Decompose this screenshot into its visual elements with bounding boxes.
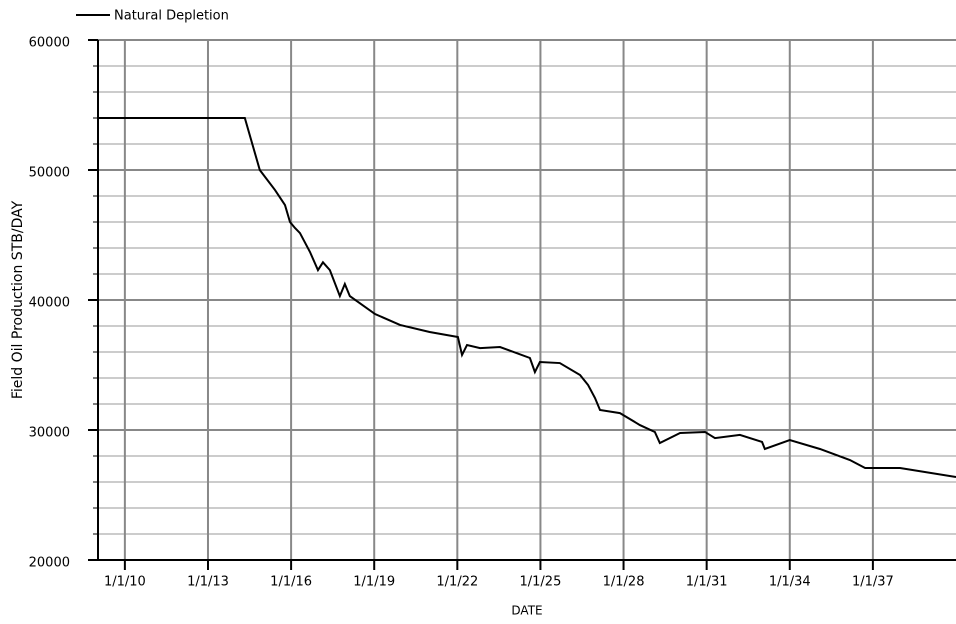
x-tick-label: 1/1/28 — [603, 575, 645, 590]
x-tick-label: 1/1/19 — [353, 575, 395, 590]
y-tick-label: 20000 — [29, 556, 70, 571]
y-tick-label: 60000 — [29, 36, 70, 51]
x-tick-label: 1/1/34 — [769, 575, 811, 590]
x-tick-label: 1/1/22 — [436, 575, 478, 590]
y-tick-label: 30000 — [29, 426, 70, 441]
data-line — [98, 117, 956, 479]
x-tick-label: 1/1/37 — [852, 575, 894, 590]
legend-entry: Natural Depletion — [114, 9, 229, 24]
x-tick-label: 1/1/25 — [520, 575, 562, 590]
x-tick-label: 1/1/16 — [270, 575, 312, 590]
x-tick-label: 1/1/13 — [187, 575, 229, 590]
x-axis-label: DATE — [511, 604, 542, 618]
y-tick-label: 50000 — [29, 166, 70, 181]
y-tick-label: 40000 — [29, 296, 70, 311]
y-axis-label: Field Oil Production STB/DAY — [10, 200, 26, 399]
x-tick-label: 1/1/10 — [104, 575, 146, 590]
x-tick-label: 1/1/31 — [686, 575, 728, 590]
